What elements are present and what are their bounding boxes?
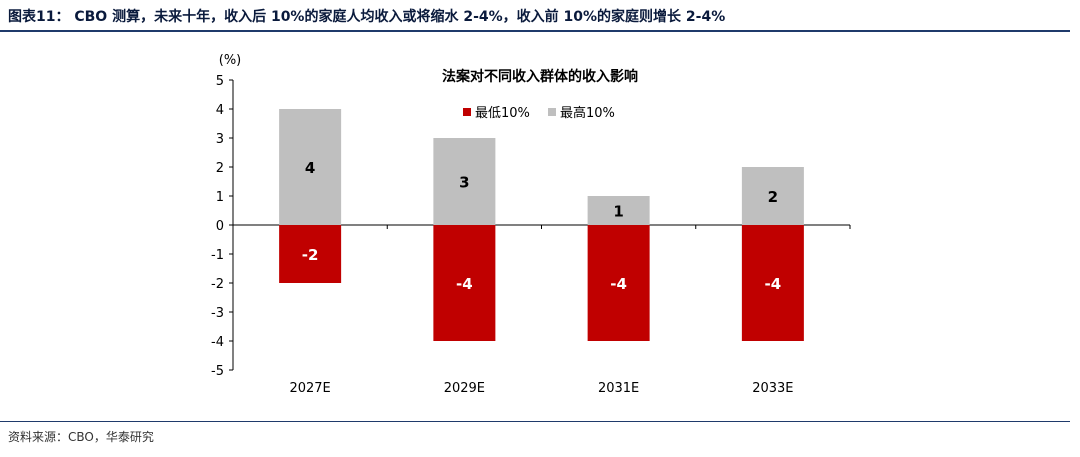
chart-bars [279, 109, 804, 341]
bar-label-highest: 4 [305, 159, 315, 177]
y-tick-label: -2 [211, 277, 224, 292]
bar-label-highest: 3 [459, 174, 469, 192]
legend-swatch [548, 108, 556, 116]
y-tick-label: 4 [216, 103, 224, 118]
bar-lowest-10 [741, 225, 804, 341]
y-tick-label: -4 [211, 335, 224, 350]
y-tick-label: 5 [216, 74, 224, 89]
y-tick-label: 2 [216, 161, 224, 176]
figure-title: 图表11： CBO 测算，未来十年，收入后 10%的家庭人均收入或将缩水 2-4… [8, 9, 726, 25]
bar-lowest-10 [279, 225, 342, 283]
legend-label: 最低10% [475, 106, 530, 121]
bar-label-lowest: -4 [765, 275, 782, 293]
bar-label-highest: 2 [768, 188, 778, 206]
bar-lowest-10 [433, 225, 496, 341]
bar-label-lowest: -4 [456, 275, 473, 293]
y-tick-label: 0 [216, 219, 224, 234]
bar-label-lowest: -4 [610, 275, 627, 293]
bottom-rule [0, 421, 1070, 422]
y-tick-label: 3 [216, 132, 224, 147]
y-tick-label: -3 [211, 306, 224, 321]
chart-labels: 4 -2 3 -4 1 -4 2 -4 [302, 159, 781, 293]
chart-title: 法案对不同收入群体的收入影响 [442, 68, 638, 85]
x-tick-label: 2031E [598, 381, 639, 396]
legend-label: 最高10% [560, 105, 615, 121]
source-note: 资料来源：CBO，华泰研究 [8, 430, 154, 444]
x-tick-label: 2029E [444, 381, 485, 396]
legend-swatch [463, 108, 471, 116]
bar-label-lowest: -2 [302, 246, 319, 264]
bar-highest-10 [741, 167, 804, 225]
top-rule [0, 30, 1070, 32]
y-tick-label: -1 [211, 248, 224, 263]
y-tick-label: -5 [211, 364, 224, 379]
bar-lowest-10 [587, 225, 650, 341]
bar-highest-10 [587, 196, 650, 225]
bar-label-highest: 1 [613, 203, 623, 221]
bar-highest-10 [279, 109, 342, 225]
x-tick-label: 2033E [752, 381, 793, 396]
bar-highest-10 [433, 138, 496, 225]
chart-legend: 最低10% 最高10% [463, 105, 615, 121]
x-tick-label: 2027E [289, 381, 330, 396]
y-unit-label: (%) [219, 53, 242, 68]
bar-chart: 5 4 3 2 1 0 -1 -2 -3 -4 -5 2027E 2029E 2031E 2033E 4 -2… [211, 53, 851, 396]
y-tick-label: 1 [216, 190, 224, 205]
